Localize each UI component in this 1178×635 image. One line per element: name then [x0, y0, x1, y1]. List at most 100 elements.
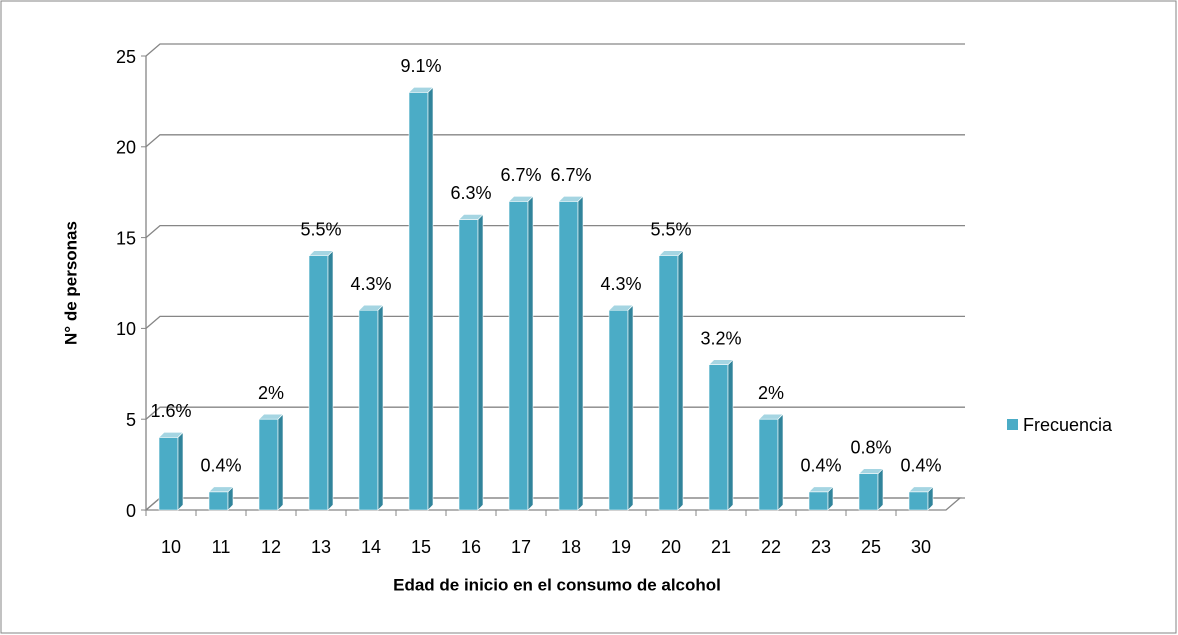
data-label: 5.5%: [650, 220, 691, 240]
y-tick-label: 20: [116, 138, 136, 158]
legend-label: Frecuencia: [1023, 415, 1113, 435]
bar-top: [758, 413, 784, 420]
bar-top: [908, 486, 934, 493]
data-label: 6.7%: [550, 165, 591, 185]
bar-front: [608, 309, 629, 511]
bar-side: [477, 213, 484, 511]
bar-side: [527, 195, 534, 511]
data-label: 4.3%: [600, 274, 641, 294]
data-label: 6.7%: [500, 165, 541, 185]
bar: [858, 467, 884, 511]
x-tick-label: 25: [861, 537, 881, 557]
x-tick-label: 17: [511, 537, 531, 557]
y-tick-label: 0: [126, 501, 136, 521]
grid-line: [145, 406, 965, 420]
bar-side: [627, 304, 634, 511]
y-tick-label: 25: [116, 47, 136, 67]
bar-top: [808, 486, 834, 493]
bar-front: [208, 491, 229, 511]
bar-front: [858, 473, 879, 511]
bar: [358, 304, 384, 511]
bar-front: [508, 200, 529, 511]
y-axis-title: N° de personas: [61, 221, 80, 345]
x-tick-label: 22: [761, 537, 781, 557]
grid-line: [145, 315, 965, 329]
bar-top: [308, 250, 334, 257]
bar: [208, 486, 234, 511]
x-tick-label: 21: [711, 537, 731, 557]
bar-top: [358, 304, 384, 311]
bar-side: [327, 250, 334, 511]
bar: [508, 195, 534, 511]
bar: [558, 195, 584, 511]
bar-top: [858, 468, 884, 474]
x-tick-label: 18: [561, 537, 581, 557]
data-label: 1.6%: [150, 401, 191, 421]
x-axis-title: Edad de inicio en el consumo de alcohol: [393, 575, 721, 594]
bar: [408, 86, 434, 511]
data-label: 0.4%: [800, 456, 841, 476]
bar-front: [458, 219, 479, 511]
data-label: 0.4%: [200, 456, 241, 476]
bar-front: [808, 491, 829, 511]
bar: [658, 250, 684, 511]
x-tick-label: 15: [411, 537, 431, 557]
bar-front: [758, 418, 779, 511]
bar: [458, 213, 484, 511]
y-tick-label: 10: [116, 319, 136, 339]
data-label: 0.4%: [900, 456, 941, 476]
bar: [258, 413, 284, 511]
bar-top: [708, 359, 734, 366]
x-tick-label: 14: [361, 537, 381, 557]
grid-line: [145, 43, 965, 57]
bar-top: [658, 250, 684, 257]
data-label: 0.8%: [850, 437, 891, 457]
x-tick-label: 12: [261, 537, 281, 557]
bar-front: [408, 92, 429, 511]
bar-front: [308, 255, 329, 511]
bar: [158, 431, 184, 511]
grid-line: [145, 224, 965, 239]
bar: [308, 250, 334, 511]
bar-front: [708, 364, 729, 511]
bar-side: [377, 304, 384, 511]
y-tick-label: 15: [116, 228, 136, 248]
bar-side: [777, 413, 784, 511]
bar: [808, 486, 834, 511]
data-label: 2%: [758, 383, 784, 403]
bar-top: [458, 214, 484, 220]
bar: [908, 486, 934, 511]
x-tick-label: 13: [311, 537, 331, 557]
bar: [758, 413, 784, 511]
bar-front: [658, 255, 679, 511]
bar-front: [558, 200, 579, 511]
x-tick-label: 19: [611, 537, 631, 557]
bar-top: [558, 195, 584, 202]
data-label: 9.1%: [400, 56, 441, 76]
bar-top: [608, 304, 634, 311]
legend-swatch: [1007, 419, 1018, 430]
bar-front: [908, 491, 929, 511]
bar-side: [577, 195, 584, 511]
bar-top: [208, 486, 234, 493]
x-tick-label: 10: [161, 537, 181, 557]
bar: [708, 358, 734, 511]
bar-side: [727, 358, 734, 511]
bar-side: [677, 250, 684, 511]
x-tick-label: 20: [661, 537, 681, 557]
data-label: 4.3%: [350, 274, 391, 294]
bar-front: [258, 418, 279, 511]
data-label: 6.3%: [450, 183, 491, 203]
bar-side: [177, 431, 184, 511]
data-label: 3.2%: [700, 328, 741, 348]
data-label: 2%: [258, 383, 284, 403]
bar-top: [508, 195, 534, 202]
bar-front: [358, 309, 379, 511]
bar-top: [408, 87, 434, 93]
bar: [608, 304, 634, 511]
x-tick-label: 16: [461, 537, 481, 557]
x-tick-label: 30: [911, 537, 931, 557]
y-tick-label: 5: [126, 410, 136, 430]
bar-side: [877, 467, 884, 511]
